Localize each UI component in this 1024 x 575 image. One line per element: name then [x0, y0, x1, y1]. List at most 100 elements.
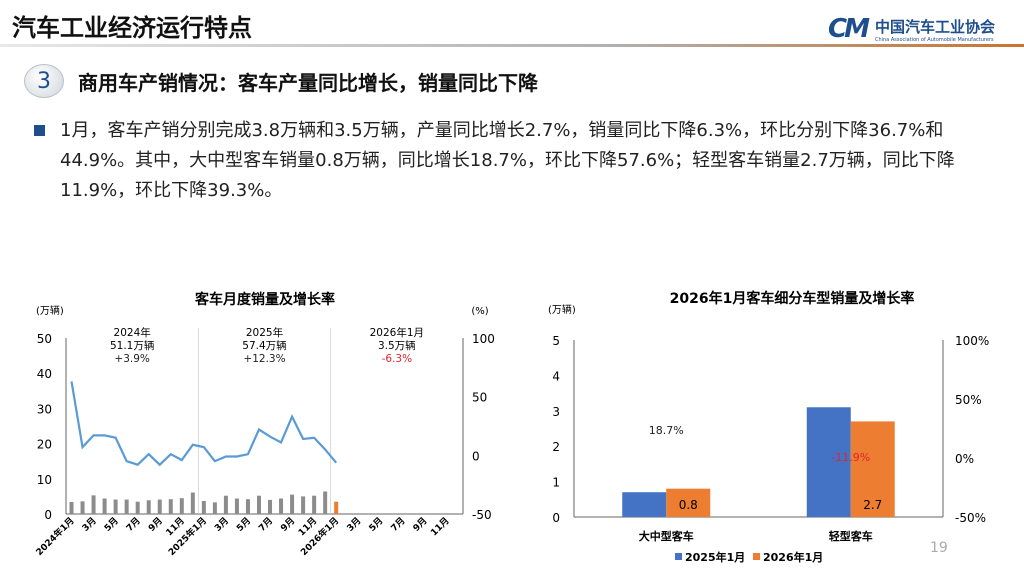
- chart2-ylabel: (万辆): [548, 303, 576, 316]
- chart2-y2tick: 50%: [955, 393, 982, 407]
- section-title: 商用车产销情况：客车产量同比增长，销量同比下降: [78, 70, 538, 95]
- chart1-bar: [245, 499, 250, 514]
- chart2-bar: [850, 421, 895, 517]
- chart1-y2tick: 50: [472, 391, 487, 405]
- summary-text: 1月，客车产销分别完成3.8万辆和3.5万辆，产量同比增长2.7%，销量同比下降…: [60, 120, 955, 201]
- chart2-bar: [806, 407, 851, 517]
- chart2-category-label: 轻型客车: [829, 529, 873, 543]
- chart1-bar: [168, 499, 173, 514]
- chart1-xtick: 9月: [146, 515, 165, 534]
- bullet-square-icon: [34, 125, 45, 136]
- chart1-annotation-total: 51.1万辆: [110, 339, 154, 352]
- summary-bullet: 1月，客车产销分别完成3.8万辆和3.5万辆，产量同比增长2.7%，销量同比下降…: [34, 116, 994, 206]
- chart1-xtick: 5月: [102, 515, 121, 534]
- chart1-bar: [334, 501, 339, 514]
- header-divider: [0, 44, 1024, 47]
- chart1-bar: [201, 500, 206, 514]
- chart1-y2label: (%): [471, 306, 488, 317]
- logo-cn: 中国汽车工业协会: [874, 17, 995, 36]
- chart1-bar: [113, 499, 118, 514]
- chart2-legend-label: 2025年1月: [685, 550, 745, 564]
- chart1-annotation-total: 57.4万辆: [242, 339, 286, 352]
- page-number: 19: [930, 540, 948, 556]
- chart1-ytick: 30: [37, 402, 52, 416]
- chart1-bar: [312, 495, 317, 514]
- chart1-xtick: 9月: [279, 515, 298, 534]
- chart1-bar: [268, 499, 273, 514]
- chart2-bar: [622, 492, 667, 517]
- chart2-title: 2026年1月客车细分车型销量及增长率: [670, 290, 915, 307]
- chart1-xtick: 7月: [257, 515, 276, 534]
- chart2-growth-label: 18.7%: [649, 424, 684, 437]
- section-heading: 3 商用车产销情况：客车产量同比增长，销量同比下降: [24, 64, 538, 98]
- chart1-bar: [91, 495, 96, 514]
- chart1-xtick: 3月: [345, 515, 364, 534]
- section-number: 3: [24, 64, 64, 98]
- chart2-y2tick: 100%: [955, 334, 989, 348]
- page-title: 汽车工业经济运行特点: [12, 14, 252, 42]
- chart2-legend-swatch: [675, 553, 682, 560]
- chart1-ytick: 50: [37, 332, 52, 346]
- chart1-bar: [179, 498, 184, 514]
- chart1-y2tick: 0: [472, 449, 480, 463]
- chart1-bar: [69, 502, 74, 514]
- chart1-bar: [124, 499, 129, 514]
- chart1-xtick: 9月: [411, 515, 430, 534]
- chart2-legend-swatch: [753, 553, 760, 560]
- chart1-ytick: 10: [37, 473, 52, 487]
- chart1-annotation-year: 2024年: [114, 326, 151, 339]
- chart1-ytick: 40: [37, 367, 52, 381]
- logo: CM 中国汽车工业协会 China Association of Automobi…: [828, 14, 995, 44]
- chart2-y2tick: -50%: [955, 511, 986, 525]
- chart2-bar: [666, 488, 711, 517]
- chart1-bar: [323, 491, 328, 514]
- chart1-annotation-year: 2025年: [246, 326, 283, 339]
- cm-logo-icon: CM: [828, 14, 870, 44]
- chart1-bar: [301, 496, 306, 514]
- chart1-bar: [223, 495, 228, 514]
- chart1-xtick: 2024年1月: [33, 515, 76, 558]
- chart1-bar: [146, 500, 151, 514]
- chart1-title: 客车月度销量及增长率: [194, 291, 335, 308]
- chart1-ylabel: (万辆): [36, 304, 64, 317]
- chart1-bar: [102, 498, 107, 514]
- chart2-category-label: 大中型客车: [639, 529, 694, 543]
- chart1-bar: [256, 495, 261, 514]
- chart1-annotation-growth: -6.3%: [382, 353, 412, 365]
- chart1-annotation-growth: +12.3%: [243, 353, 285, 365]
- chart1-bar: [80, 501, 85, 514]
- chart1-bar: [279, 498, 284, 514]
- chart1-xtick: 5月: [235, 515, 254, 534]
- chart1-annotation-growth: +3.9%: [114, 353, 149, 365]
- chart2-ytick: 0: [552, 511, 560, 525]
- chart1-annotation-year: 2026年1月: [370, 326, 424, 339]
- chart1-bar: [212, 502, 217, 514]
- chart2-bar-label: 0.8: [679, 498, 698, 512]
- chart2-ytick: 5: [552, 334, 560, 348]
- chart2-ytick: 3: [552, 405, 560, 419]
- chart1-xtick: 7月: [389, 515, 408, 534]
- chart1-growth-line: [70, 381, 338, 467]
- chart1-bar: [190, 492, 195, 514]
- chart1-ytick: 0: [44, 508, 52, 522]
- chart2-ytick: 2: [552, 440, 560, 454]
- chart2-y2tick: 0%: [955, 452, 974, 466]
- chart2-ytick: 1: [552, 476, 560, 490]
- chart1-bar: [234, 498, 239, 514]
- chart1-xtick: 5月: [367, 515, 386, 534]
- chart1-y2tick: 100: [472, 332, 495, 346]
- chart2-ytick: 4: [552, 369, 560, 383]
- chart1-xtick: 7月: [124, 515, 143, 534]
- chart1-xtick: 3月: [80, 515, 99, 534]
- chart1-ytick: 20: [37, 438, 52, 452]
- chart1-bar: [135, 501, 140, 514]
- chart2-legend-label: 2026年1月: [763, 550, 823, 564]
- chart1-bar: [290, 494, 295, 514]
- chart2-bar-label: 2.7: [863, 498, 882, 512]
- logo-en: China Association of Automobile Manufact…: [874, 36, 994, 43]
- chart2-growth-label: -11.9%: [831, 451, 870, 464]
- chart1-y2tick: -50: [472, 508, 492, 522]
- chart1-xtick: 11月: [429, 515, 452, 538]
- chart1-bar: [157, 499, 162, 514]
